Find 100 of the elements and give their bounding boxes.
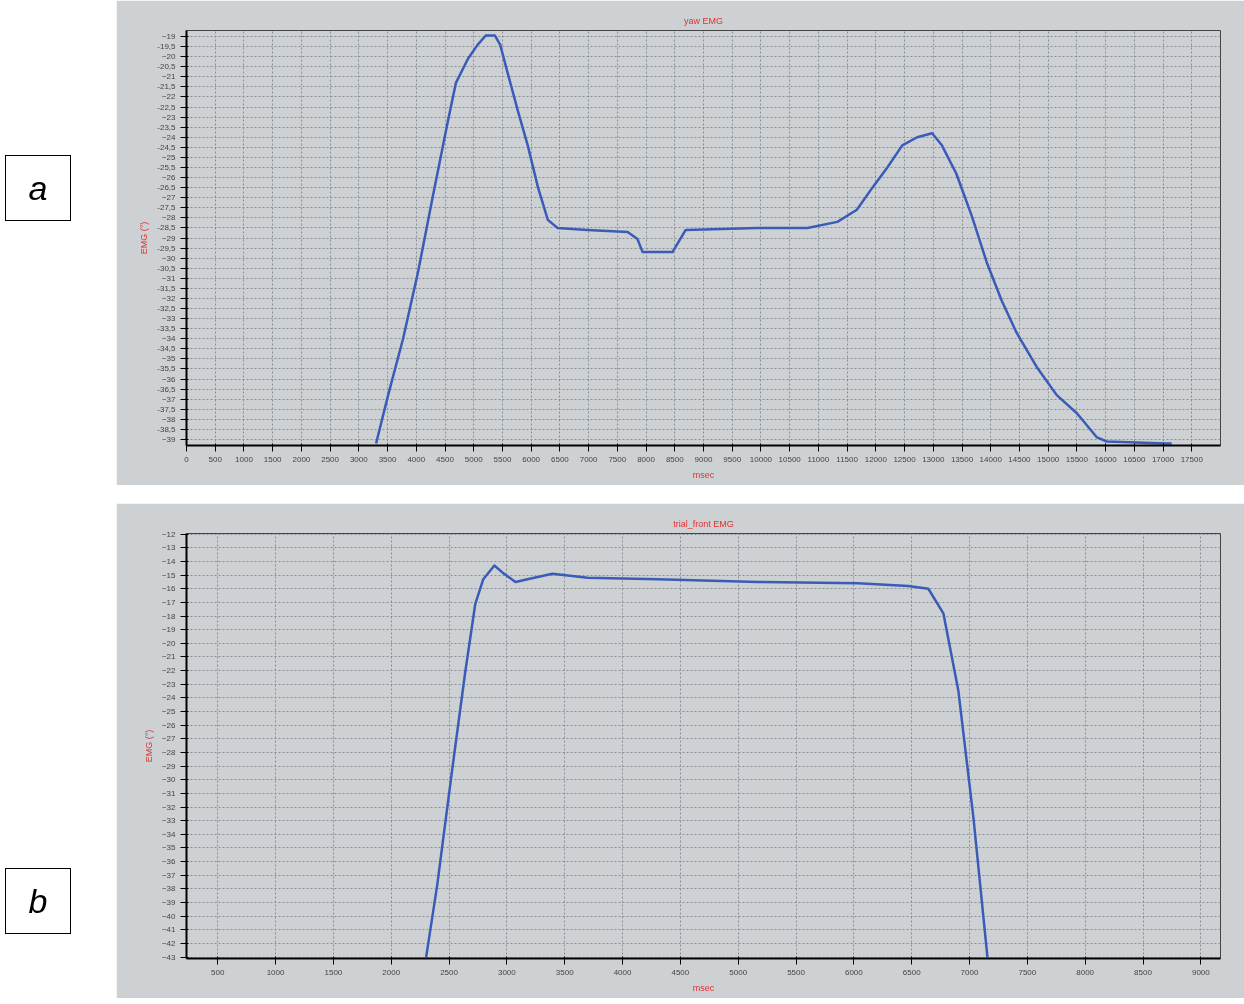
x-tick-label: 12500 [893, 454, 917, 464]
x-tick-label: 1500 [263, 454, 283, 464]
y-tick-label: −36 [161, 857, 177, 867]
x-tick-label: 15500 [1065, 454, 1089, 464]
x-tick-label: 6500 [902, 967, 922, 977]
x-tick-label: 10500 [778, 454, 802, 464]
x-tick-label: 8000 [637, 454, 656, 464]
x-tick-label: 5000 [464, 454, 484, 464]
x-tick-label: 8500 [1134, 967, 1153, 977]
y-tick-label: −38 [161, 414, 177, 424]
y-tick-label: -29,5 [157, 243, 177, 253]
text: a [5, 155, 71, 221]
x-tick-label: 17000 [1151, 454, 1175, 464]
y-tick-label: -28,5 [157, 223, 177, 233]
x-tick-label: 500 [208, 454, 223, 464]
y-tick-label: −43 [161, 952, 177, 962]
x-tick-label: 0 [184, 454, 190, 464]
x-tick-label: 6500 [550, 454, 570, 464]
x-tick-label: 16000 [1094, 454, 1118, 464]
x-tick-label: 1000 [235, 454, 254, 464]
x-tick-label: 3500 [378, 454, 397, 464]
y-tick-label: −24 [161, 132, 177, 142]
y-axis-title: EMG (°) [143, 729, 154, 763]
x-axis-title: msec [692, 469, 715, 480]
y-tick-label: −30 [161, 775, 177, 785]
x-tick-label: 16500 [1123, 454, 1147, 464]
y-tick-label: −29 [161, 761, 177, 771]
y-tick-label: −24 [161, 693, 177, 703]
x-tick-label: 5000 [729, 967, 748, 977]
y-tick-label: −39 [161, 434, 177, 444]
y-tick-label: −32 [161, 293, 177, 303]
y-tick-label: −12 [161, 529, 177, 539]
x-tick-label: 4000 [407, 454, 426, 464]
y-tick-label: −15 [161, 570, 177, 580]
y-tick-label: −27 [161, 734, 177, 744]
x-tick-label: 8500 [665, 454, 685, 464]
y-tick-label: -20,5 [157, 62, 177, 72]
line-series [374, 34, 1173, 445]
y-tick-label: −26 [161, 173, 177, 183]
y-tick-label: −18 [161, 611, 177, 621]
x-tick-label: 2000 [382, 967, 401, 977]
y-tick-label: −41 [161, 925, 177, 935]
y-tick-label: −42 [161, 938, 177, 948]
x-tick-label: 12000 [864, 454, 888, 464]
y-tick-label: −32 [161, 802, 177, 812]
chart-title: trial_front EMG [673, 518, 734, 529]
y-tick-label: −33 [161, 314, 177, 324]
x-tick-label: 14000 [979, 454, 1003, 464]
x-tick-label: 7000 [960, 967, 979, 977]
y-tick-label: −31 [161, 788, 177, 798]
y-tick-label: −28 [161, 213, 177, 223]
y-tick-label: -31,5 [157, 283, 177, 293]
y-tick-label: -32,5 [157, 304, 177, 314]
y-tick-label: -35,5 [157, 364, 177, 374]
x-tick-label: 17500 [1180, 454, 1204, 464]
x-tick-label: 1000 [266, 967, 286, 977]
x-tick-label: 3000 [349, 454, 369, 464]
x-tick-label: 2500 [440, 967, 459, 977]
y-tick-label: -27,5 [157, 203, 177, 213]
x-axis-title: msec [692, 982, 715, 993]
y-tick-label: -38,5 [157, 424, 177, 434]
x-tick-label: 15000 [1037, 454, 1060, 464]
y-tick-label: −21 [161, 652, 177, 662]
y-tick-label: −19 [161, 625, 177, 635]
y-tick-label: −23 [161, 112, 177, 122]
y-tick-label: −21 [161, 72, 177, 82]
y-axis-title: EMG (°) [139, 221, 150, 255]
y-tick-label: −22 [161, 666, 177, 676]
y-tick-label: −37 [161, 870, 177, 880]
y-tick-label: -24,5 [157, 142, 177, 152]
x-tick-label: 8000 [1076, 967, 1095, 977]
x-tick-label: 4500 [436, 454, 455, 464]
x-tick-label: 11000 [807, 454, 830, 464]
x-tick-label: 500 [211, 967, 225, 977]
y-tick-label: -25,5 [157, 162, 177, 172]
text: b [5, 868, 71, 934]
y-tick-label: −38 [161, 884, 177, 894]
x-tick-label: 10000 [749, 454, 773, 464]
y-tick-label: −27 [161, 193, 177, 203]
y-tick-label: −34 [161, 334, 177, 344]
x-tick-label: 3500 [555, 967, 575, 977]
y-tick-label: −14 [161, 556, 177, 566]
y-tick-label: −13 [161, 543, 177, 553]
line-series [424, 564, 989, 959]
y-tick-label: −37 [161, 394, 177, 404]
y-tick-label: −30 [161, 253, 177, 263]
y-tick-label: −33 [161, 816, 177, 826]
y-tick-label: −28 [161, 747, 177, 757]
y-tick-label: -34,5 [157, 344, 177, 354]
y-tick-label: −17 [161, 597, 177, 607]
y-tick-label: −31 [161, 273, 177, 283]
y-tick-label: −26 [161, 720, 177, 730]
y-tick-label: −36 [161, 374, 177, 384]
y-tick-label: −40 [161, 911, 177, 921]
y-tick-label: -21,5 [157, 82, 177, 92]
x-tick-label: 6000 [522, 454, 541, 464]
y-tick-label: −25 [161, 707, 177, 717]
y-tick-label: -30,5 [157, 263, 177, 273]
y-tick-label: −19 [161, 32, 177, 42]
x-tick-label: 13000 [922, 454, 945, 464]
